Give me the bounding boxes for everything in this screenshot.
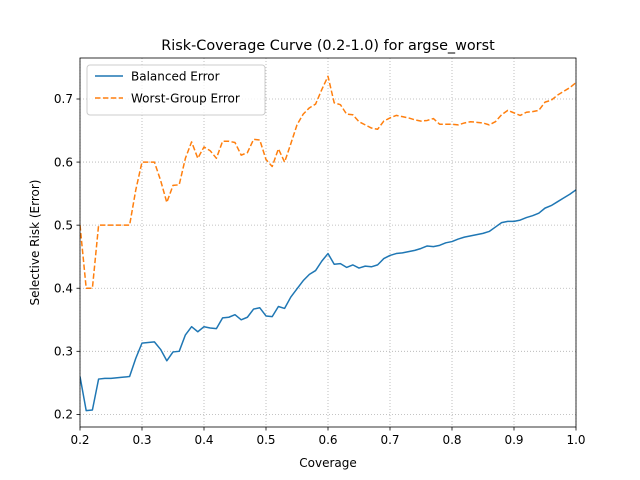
series-line-balanced-error [80, 189, 576, 412]
y-tick-label: 0.7 [54, 92, 73, 106]
x-axis-label: Coverage [299, 456, 357, 470]
y-tick-label: 0.5 [54, 218, 73, 232]
x-axis-ticks: 0.2 0.3 0.4 0.5 0.6 0.7 0.8 0.9 1.0 [70, 427, 586, 447]
legend: Balanced Error Worst-Group Error [86, 64, 266, 116]
x-tick-label: 1.0 [566, 433, 585, 447]
chart-title: Risk-Coverage Curve (0.2-1.0) for argse_… [161, 38, 495, 54]
x-tick-label: 0.7 [380, 433, 399, 447]
x-tick-label: 0.8 [442, 433, 461, 447]
legend-label-balanced-error: Balanced Error [131, 70, 220, 84]
plot-area [80, 75, 576, 412]
x-tick-label: 0.6 [318, 433, 337, 447]
x-tick-label: 0.4 [194, 433, 213, 447]
y-tick-label: 0.4 [54, 281, 73, 295]
x-tick-label: 0.9 [504, 433, 523, 447]
series-line-worst-group-error [80, 75, 576, 289]
legend-box [86, 64, 266, 116]
series-lines [80, 75, 576, 412]
legend-label-worst-group-error: Worst-Group Error [131, 92, 240, 106]
y-tick-label: 0.6 [54, 155, 73, 169]
x-tick-label: 0.5 [256, 433, 275, 447]
y-tick-label: 0.3 [54, 345, 73, 359]
x-tick-label: 0.2 [70, 433, 89, 447]
y-axis-ticks: 0.2 0.3 0.4 0.5 0.6 0.7 [54, 92, 80, 422]
y-tick-label: 0.2 [54, 408, 73, 422]
y-axis-label: Selective Risk (Error) [28, 180, 42, 306]
x-tick-label: 0.3 [132, 433, 151, 447]
